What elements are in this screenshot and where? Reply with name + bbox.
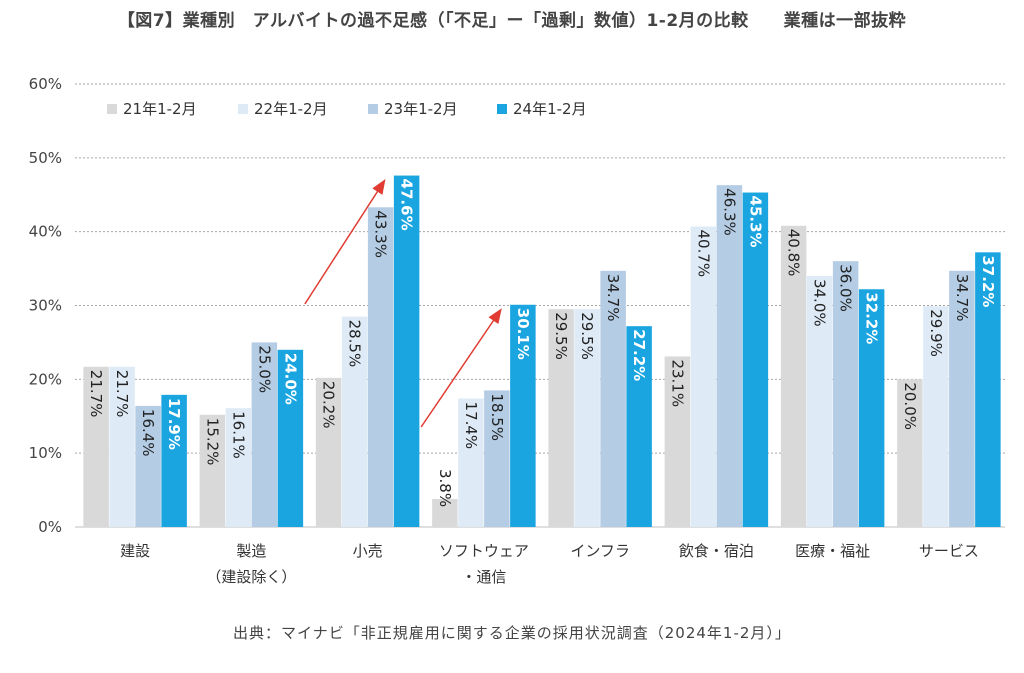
bar xyxy=(949,270,975,527)
bar xyxy=(626,326,652,527)
bar xyxy=(432,498,458,527)
x-tick-label: （建設除く） xyxy=(206,568,296,586)
bar xyxy=(897,379,923,527)
data-label: 34.0% xyxy=(811,279,829,327)
data-label: 18.5% xyxy=(488,393,506,441)
data-label: 43.3% xyxy=(372,210,390,258)
data-label: 40.8% xyxy=(785,229,803,277)
bar xyxy=(225,408,252,527)
data-label: 34.7% xyxy=(953,274,971,322)
data-label: 17.4% xyxy=(462,402,480,450)
legend-label: 23年1-2月 xyxy=(384,100,458,118)
bar xyxy=(716,185,743,527)
data-label: 25.0% xyxy=(255,345,273,393)
source-note: 出典：マイナビ「非正規雇用に関する企業の採用状況調査（2024年1-2月）」 xyxy=(233,624,791,642)
bar xyxy=(341,316,368,527)
bar xyxy=(600,270,626,527)
legend-swatch xyxy=(238,104,248,114)
data-label: 3.8% xyxy=(436,469,454,507)
bar xyxy=(458,398,484,527)
y-tick-label: 0% xyxy=(38,518,62,536)
legend-label: 24年1-2月 xyxy=(513,100,587,118)
bar xyxy=(742,192,769,527)
y-tick-label: 50% xyxy=(29,149,62,167)
y-tick-label: 30% xyxy=(29,297,62,315)
bar xyxy=(690,226,717,527)
x-tick-label: ソフトウェア xyxy=(439,542,529,560)
legend-swatch xyxy=(497,104,507,114)
bar xyxy=(251,342,278,527)
x-tick-label: インフラ xyxy=(570,542,630,560)
data-label: 23.1% xyxy=(668,359,686,407)
data-label: 20.2% xyxy=(320,381,338,429)
data-label: 21.7% xyxy=(87,370,105,418)
bar xyxy=(367,207,394,527)
bar xyxy=(858,289,885,527)
data-label: 34.7% xyxy=(604,274,622,322)
bar xyxy=(277,349,304,527)
bar xyxy=(315,377,342,527)
data-label: 15.2% xyxy=(203,418,221,466)
bar xyxy=(975,252,1001,527)
data-label: 16.4% xyxy=(139,409,157,457)
data-label: 29.9% xyxy=(927,309,945,357)
data-label: 46.3% xyxy=(720,188,738,236)
x-tick-label: 飲食・宿泊 xyxy=(679,542,754,560)
x-tick-label: サービス xyxy=(919,542,979,560)
chart-title: 【図7】業種別 アルバイトの過不足感（「不足」ー「過剰」数値）1-2月の比較 業… xyxy=(117,11,907,31)
trend-arrow xyxy=(304,179,386,305)
bar xyxy=(135,405,161,527)
data-label: 24.0% xyxy=(281,353,299,405)
y-tick-label: 10% xyxy=(29,444,62,462)
data-label: 47.6% xyxy=(398,179,416,231)
x-tick-label: ・通信 xyxy=(461,568,506,586)
bar xyxy=(109,366,135,527)
bar xyxy=(510,304,536,527)
bar xyxy=(574,309,600,527)
data-label: 36.0% xyxy=(837,264,855,312)
data-label: 45.3% xyxy=(746,196,764,248)
data-label: 17.9% xyxy=(165,398,183,450)
bar xyxy=(161,394,187,527)
y-tick-label: 60% xyxy=(29,75,62,93)
legend-label: 22年1-2月 xyxy=(254,100,328,118)
data-label: 30.1% xyxy=(514,308,532,360)
y-tick-label: 40% xyxy=(29,223,62,241)
bar xyxy=(923,306,949,527)
data-label: 32.2% xyxy=(863,292,881,344)
bar-chart: 0% 10% 20% 30% 40% 50% 60% 21.7% 21.7% 16.4% 17.9%… xyxy=(29,75,1005,586)
data-label: 20.0% xyxy=(901,382,919,430)
x-tick-label: 建設 xyxy=(120,542,150,560)
bar xyxy=(548,309,574,527)
data-label: 37.2% xyxy=(979,255,997,307)
x-tick-label: 小売 xyxy=(353,542,383,560)
bar xyxy=(832,261,859,527)
y-tick-label: 20% xyxy=(29,370,62,388)
data-label: 29.5% xyxy=(552,312,570,360)
data-label: 40.7% xyxy=(694,229,712,277)
bar xyxy=(806,275,833,527)
legend-swatch xyxy=(107,104,117,114)
trend-arrow xyxy=(420,308,502,428)
data-label: 16.1% xyxy=(229,411,247,459)
bar xyxy=(484,390,510,527)
bar xyxy=(393,175,420,527)
bar xyxy=(780,225,807,527)
data-label: 29.5% xyxy=(578,312,596,360)
legend-label: 21年1-2月 xyxy=(123,100,197,118)
data-label: 21.7% xyxy=(113,370,131,418)
bar xyxy=(664,356,691,527)
x-tick-label: 製造 xyxy=(236,542,266,560)
x-tick-label: 医療・福祉 xyxy=(795,542,870,560)
data-label: 27.2% xyxy=(630,329,648,381)
data-label: 28.5% xyxy=(346,320,364,368)
bar xyxy=(83,366,109,527)
bar xyxy=(199,414,226,527)
legend-swatch xyxy=(368,104,378,114)
